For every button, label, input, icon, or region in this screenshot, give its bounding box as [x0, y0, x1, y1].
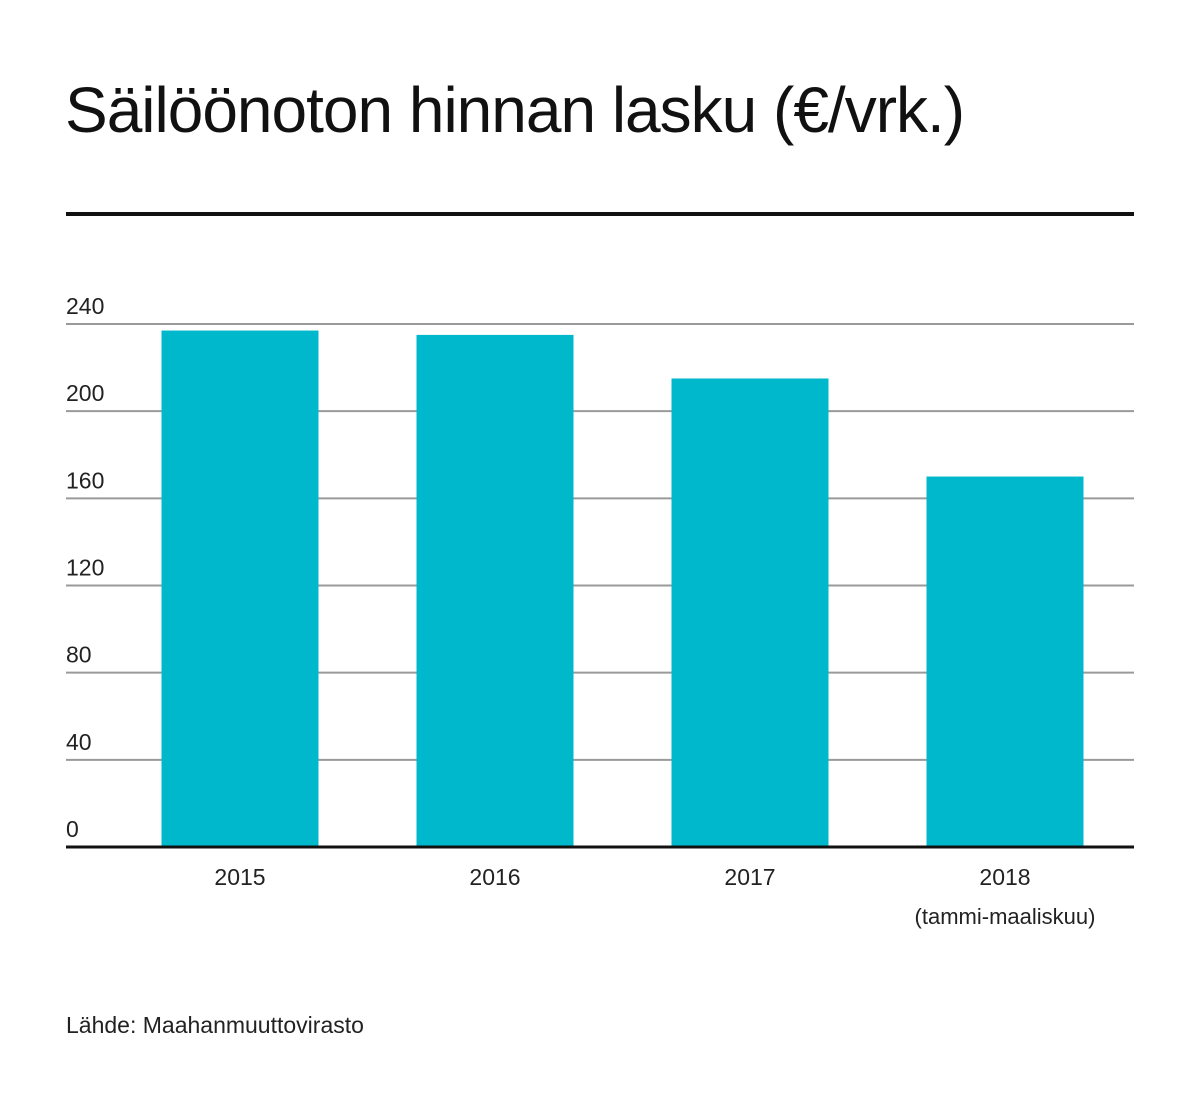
x-tick-label-2017: 2017 — [724, 864, 775, 890]
bar-2017 — [671, 378, 829, 847]
bar-2015 — [161, 330, 319, 848]
y-tick-label-80: 80 — [66, 642, 92, 668]
y-tick-label-200: 200 — [66, 380, 104, 406]
title-divider — [66, 212, 1134, 216]
bar-2016 — [416, 334, 574, 847]
y-tick-label-40: 40 — [66, 729, 92, 755]
chart-title: Säilöönoton hinnan lasku (€/vrk.) — [65, 74, 965, 146]
x-tick-sublabel-2018: (tammi-maaliskuu) — [915, 904, 1096, 929]
y-tick-label-120: 120 — [66, 555, 104, 581]
y-tick-label-0: 0 — [66, 816, 79, 842]
bar-2018 — [926, 476, 1084, 847]
y-tick-label-160: 160 — [66, 467, 104, 493]
x-tick-label-2016: 2016 — [469, 864, 520, 890]
bars — [161, 330, 1084, 848]
x-tick-label-2018: 2018 — [979, 864, 1030, 890]
x-tick-label-2015: 2015 — [214, 864, 265, 890]
y-tick-label-240: 240 — [66, 293, 104, 319]
source-note: Lähde: Maahanmuuttovirasto — [66, 1012, 364, 1038]
labels: 0 40 80 120 160 200 240 2015 2016 2017 2018 (tammi-… — [66, 293, 1095, 929]
